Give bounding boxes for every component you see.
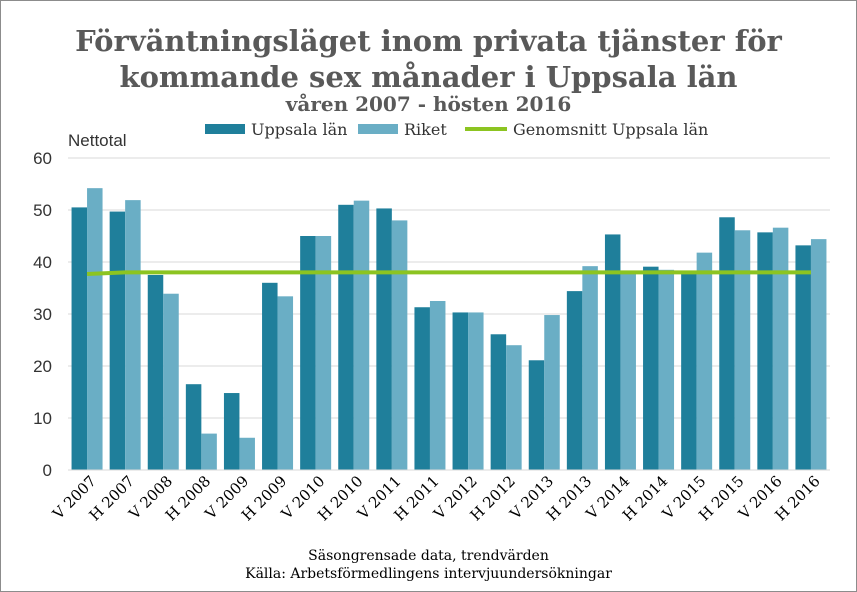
bar-riket [125, 200, 141, 470]
bar-riket [582, 266, 598, 470]
bars [71, 188, 827, 471]
y-tick-label: 30 [33, 305, 52, 324]
legend-label-2: Genomsnitt Uppsala län [513, 120, 708, 139]
footnote: Säsongrensade data, trendvärden [308, 548, 549, 564]
bar-uppsala [223, 393, 240, 470]
bar-uppsala [757, 232, 773, 470]
bar-riket [658, 269, 675, 470]
y-tick-label: 0 [43, 461, 52, 480]
bar-uppsala [300, 236, 316, 470]
bar-uppsala [262, 282, 278, 470]
bar-riket [468, 312, 484, 470]
chart-title-line2: kommande sex månader i Uppsala län [119, 60, 738, 94]
y-tick-label: 50 [33, 201, 52, 220]
bar-riket [506, 345, 522, 470]
bar-uppsala [109, 211, 126, 470]
legend-swatch-1 [358, 124, 398, 134]
bar-riket [391, 220, 408, 470]
bar-riket [201, 433, 217, 470]
bar-riket [696, 252, 713, 470]
bar-riket [734, 230, 751, 470]
bar-riket [772, 227, 789, 470]
chart-subtitle: våren 2007 - hösten 2016 [285, 92, 572, 116]
bar-uppsala [643, 266, 659, 470]
bar-riket [810, 239, 827, 470]
y-tick-label: 60 [33, 149, 52, 168]
bar-riket [163, 293, 179, 470]
bar-uppsala [452, 312, 469, 470]
bar-riket [239, 437, 255, 470]
bar-uppsala [719, 217, 735, 470]
bar-riket [87, 188, 103, 470]
bar-riket [277, 296, 294, 470]
bar-uppsala [338, 204, 354, 471]
average-line [86, 270, 811, 276]
bar-uppsala [795, 245, 811, 470]
bar-uppsala [681, 271, 697, 470]
bar-riket [315, 236, 332, 470]
y-tick-label: 20 [33, 357, 52, 376]
bar-riket [353, 200, 370, 470]
bar-uppsala [528, 360, 545, 470]
bar-riket [429, 301, 446, 470]
line-genomsnitt [86, 270, 811, 276]
bar-uppsala [147, 275, 164, 470]
bar-uppsala [604, 234, 621, 470]
legend-swatch-0 [205, 124, 245, 134]
bar-uppsala [376, 208, 392, 470]
bar-uppsala [490, 334, 507, 470]
y-axis-label: Nettotal [68, 131, 127, 150]
y-tick-label: 10 [33, 409, 52, 428]
bar-uppsala [566, 291, 583, 470]
source-note: Källa: Arbetsförmedlingens intervjuunder… [245, 566, 612, 582]
legend: Uppsala län Riket Genomsnitt Uppsala län [205, 120, 708, 139]
bar-riket [620, 273, 636, 470]
gridlines [68, 157, 830, 419]
bar-uppsala [71, 207, 88, 470]
bar-uppsala [414, 307, 430, 470]
legend-label-1: Riket [404, 120, 447, 139]
y-tick-label: 40 [33, 253, 52, 272]
chart-title: Förväntningsläget inom privata tjänster … [75, 24, 782, 58]
bar-riket [544, 315, 560, 470]
legend-label-0: Uppsala län [251, 120, 347, 139]
bar-uppsala [185, 384, 202, 470]
